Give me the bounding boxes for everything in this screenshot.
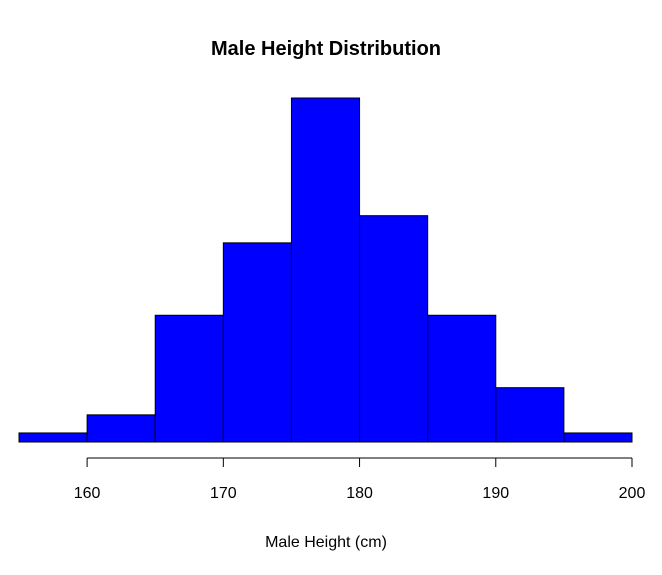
x-tick-label-190: 190 (482, 485, 509, 502)
histogram-bar-160-165 (86, 414, 156, 443)
histogram-bar-180-185 (359, 215, 429, 443)
histogram-bar-165-170 (154, 314, 224, 443)
x-tick-label-160: 160 (74, 485, 101, 502)
histogram-bar-155-160 (18, 432, 88, 443)
x-axis: 160 170 180 190 200 (74, 457, 646, 502)
histogram-bar-175-180 (290, 97, 361, 443)
x-tick-label-200: 200 (619, 485, 646, 502)
chart-title: Male Height Distribution (211, 38, 441, 60)
histogram-bars (18, 97, 633, 443)
x-tick-label-180: 180 (346, 485, 373, 502)
histogram-bar-190-195 (495, 387, 565, 443)
x-axis-label: Male Height (cm) (265, 534, 387, 551)
histogram-bar-195-200 (563, 432, 633, 443)
histogram-bar-185-190 (427, 314, 497, 443)
histogram-bar-170-175 (222, 242, 292, 443)
x-tick-label-170: 170 (210, 485, 237, 502)
